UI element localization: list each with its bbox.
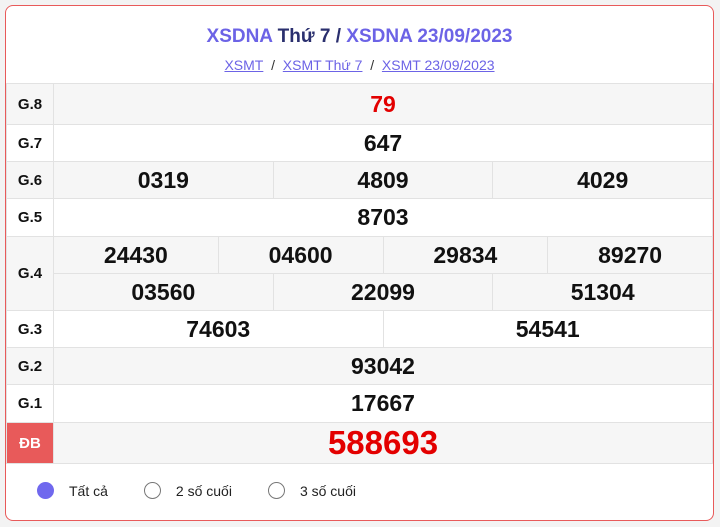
prize-label: G.5 — [6, 198, 54, 237]
breadcrumb-xsmt-date[interactable]: XSMT 23/09/2023 — [381, 57, 495, 73]
row-g6: G.6 0319 4809 4029 — [6, 161, 713, 199]
prize-number: 93042 — [53, 347, 713, 385]
breadcrumb-xsmt[interactable]: XSMT — [224, 57, 264, 73]
prize-number: 89270 — [547, 237, 712, 273]
prize-label: G.7 — [6, 124, 54, 162]
option-label: Tất cả — [69, 482, 108, 499]
prize-number: 74603 — [186, 315, 251, 342]
prize-number: 29834 — [382, 237, 548, 273]
prize-label: G.1 — [6, 384, 54, 423]
title-day: Thứ 7 — [277, 26, 331, 47]
option-last-2[interactable]: 2 số cuối — [143, 482, 232, 499]
row-g7: G.7 647 — [6, 124, 713, 162]
prize-label: G.6 — [6, 161, 54, 199]
row-special: ĐB 588693 — [6, 422, 713, 464]
prize-number: 17667 — [53, 384, 713, 423]
prize-number: 8703 — [53, 198, 713, 237]
row-g4: G.4 24430 04600 29834 89270 03560 22099 51304 — [6, 236, 713, 311]
prize-label: G.3 — [6, 310, 54, 348]
radio-selected-icon[interactable] — [37, 482, 54, 499]
radio-icon[interactable] — [267, 482, 285, 499]
prize-label: G.8 — [6, 83, 54, 125]
page-title: XSDNA Thứ 7 / XSDNA 23/09/2023 — [6, 26, 713, 50]
prize-label: G.2 — [6, 347, 54, 385]
special-prize-number: 588693 — [53, 422, 713, 464]
prize-number: 22099 — [272, 274, 493, 310]
breadcrumb-xsmt-day[interactable]: XSMT Thứ 7 — [282, 57, 363, 73]
prize-number: 03560 — [131, 278, 196, 305]
option-label: 3 số cuối — [299, 482, 356, 499]
prize-number: 51304 — [492, 274, 712, 310]
breadcrumb-sep: / — [271, 57, 276, 73]
title-link-date[interactable]: XSDNA 23/09/2023 — [346, 26, 513, 47]
row-g1: G.1 17667 — [6, 384, 713, 423]
digit-filter: Tất cả 2 số cuối 3 số cuối — [6, 482, 713, 499]
prize-number: 24430 — [103, 241, 168, 268]
title-sep: / — [335, 26, 341, 47]
title-link-xsdna[interactable]: XSDNA — [206, 26, 273, 47]
row-g3: G.3 74603 54541 — [6, 310, 713, 348]
results-table: G.8 79 G.7 647 G.6 0319 4809 4029 G.5 8703 G.4… — [6, 83, 713, 464]
prize-number: 4029 — [492, 162, 712, 198]
row-g2: G.2 93042 — [6, 347, 713, 385]
prize-label: G.4 — [6, 236, 54, 311]
prize-number: 04600 — [217, 237, 383, 273]
row-g8: G.8 79 — [6, 83, 713, 125]
option-all[interactable]: Tất cả — [37, 482, 108, 499]
prize-number: 647 — [53, 124, 713, 162]
breadcrumb-sep: / — [370, 57, 375, 73]
option-last-3[interactable]: 3 số cuối — [267, 482, 356, 499]
prize-number: 54541 — [382, 311, 713, 347]
prize-label: ĐB — [6, 422, 54, 464]
breadcrumb: XSMT / XSMT Thứ 7 / XSMT 23/09/2023 — [6, 57, 713, 83]
results-card: XSDNA Thứ 7 / XSDNA 23/09/2023 XSMT / XS… — [5, 5, 714, 521]
option-label: 2 số cuối — [175, 482, 232, 499]
row-g5: G.5 8703 — [6, 198, 713, 237]
prize-number: 0319 — [137, 166, 189, 193]
prize-number: 4809 — [272, 162, 493, 198]
prize-number: 79 — [53, 83, 713, 125]
radio-icon[interactable] — [143, 482, 161, 499]
